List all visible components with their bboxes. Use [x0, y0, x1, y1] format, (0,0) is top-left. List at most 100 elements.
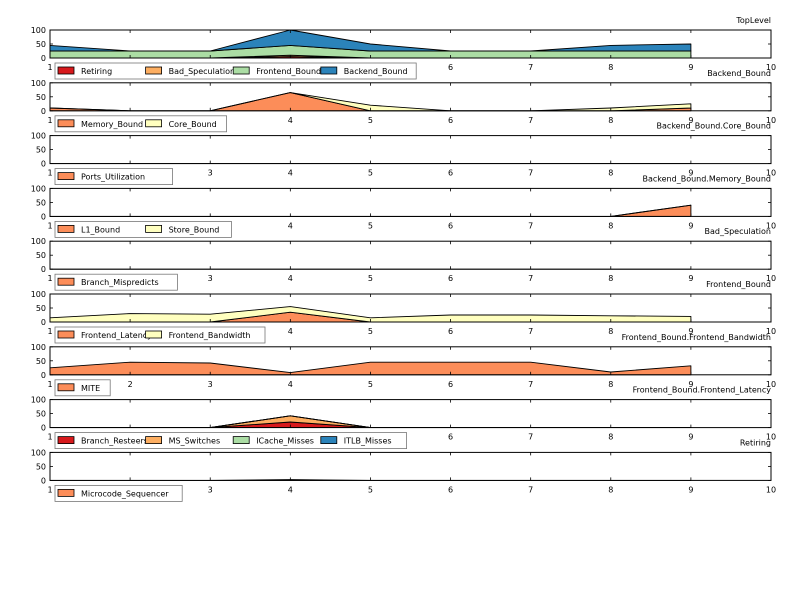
legend-swatch-bad-speculation: [145, 66, 163, 75]
x-tick-label: 10: [766, 169, 776, 178]
y-tick-label: 50: [36, 357, 46, 366]
y-tick-label: 100: [31, 343, 46, 352]
x-tick-label: 6: [448, 433, 453, 442]
x-tick-label: 2: [128, 380, 133, 389]
x-tick-label: 1: [47, 63, 52, 72]
x-tick-label: 6: [448, 221, 453, 230]
y-tick-label: 50: [36, 410, 46, 419]
x-tick-label: 5: [368, 169, 373, 178]
legend: L1_Bound Store_Bound: [54, 220, 232, 238]
panel-title: Backend_Bound: [707, 69, 771, 78]
x-tick-label: 9: [688, 433, 693, 442]
panel-bad-speculation: 05010012345678910Bad_SpeculationBranch_M…: [31, 227, 776, 291]
x-tick-label: 8: [608, 63, 613, 72]
panel-frontend-bound-frontend-latency: 05010012345678910Frontend_Bound.Frontend…: [31, 386, 776, 450]
legend-label-ms-switches: MS_Switches: [169, 437, 221, 446]
panel-toplevel: 05010012345678910TopLevelRetiringBad_Spe…: [31, 16, 776, 80]
x-tick-label: 7: [528, 169, 533, 178]
x-tick-label: 4: [288, 169, 293, 178]
axes-frame: [49, 451, 772, 481]
legend-box: [54, 432, 408, 450]
y-tick-label: 0: [41, 424, 46, 433]
x-tick-label: 3: [208, 485, 213, 494]
legend: Branch_Resteers MS_Switches ICache_Misses I…: [54, 432, 408, 450]
legend: MITE: [54, 379, 111, 397]
panel-title: Backend_Bound.Memory_Bound: [643, 174, 772, 183]
legend-swatch-backend-bound: [320, 66, 338, 75]
y-tick-label: 100: [31, 448, 46, 457]
y-tick-label: 100: [31, 237, 46, 246]
legend-box: [54, 220, 232, 238]
legend-box: [54, 115, 228, 133]
panel-title: Frontend_Bound.Frontend_Latency: [633, 386, 772, 395]
x-tick-label: 5: [368, 274, 373, 283]
x-tick-label: 10: [766, 485, 776, 494]
legend-swatch-icache-misses: [232, 436, 250, 445]
x-tick-label: 9: [688, 274, 693, 283]
x-tick-label: 9: [688, 116, 693, 125]
area-backend-bound: [49, 29, 692, 52]
panel-title: Bad_Speculation: [705, 227, 771, 236]
x-tick-label: 7: [528, 274, 533, 283]
y-tick-label: 50: [36, 304, 46, 313]
panel-frontend-bound: 05010012345678910Frontend_BoundFrontend_…: [31, 280, 776, 344]
y-tick-label: 50: [36, 462, 46, 471]
y-tick-label: 50: [36, 198, 46, 207]
y-tick-label: 100: [31, 132, 46, 141]
x-tick-label: 5: [368, 327, 373, 336]
axes-frame: [49, 135, 772, 165]
y-tick-label: 100: [31, 290, 46, 299]
legend-swatch-memory-bound: [57, 119, 75, 128]
x-tick-label: 9: [688, 63, 693, 72]
legend-label-mite: MITE: [81, 384, 100, 393]
x-tick-label: 1: [47, 485, 52, 494]
legend-label-itlb-misses: ITLB_Misses: [344, 437, 392, 446]
legend-box: [54, 273, 178, 291]
legend-label-frontend-bandwidth: Frontend_Bandwidth: [169, 331, 251, 340]
x-tick-label: 5: [368, 116, 373, 125]
y-tick-label: 50: [36, 251, 46, 260]
x-tick-label: 4: [288, 221, 293, 230]
panel-retiring: 05010012345678910RetiringMicrocode_Seque…: [31, 438, 776, 502]
x-tick-label: 7: [528, 116, 533, 125]
x-tick-label: 1: [47, 116, 52, 125]
x-tick-label: 6: [448, 327, 453, 336]
legend-swatch-itlb-misses: [320, 436, 338, 445]
x-tick-label: 6: [448, 116, 453, 125]
y-tick-label: 0: [41, 476, 46, 485]
legend-swatch-ms-switches: [145, 436, 163, 445]
y-tick-label: 100: [31, 396, 46, 405]
legend: Ports_Utilization: [54, 168, 173, 186]
x-tick-label: 1: [47, 221, 52, 230]
x-tick-label: 5: [368, 221, 373, 230]
legend-swatch-branch-resteers: [57, 436, 75, 445]
legend-label-branch-resteers: Branch_Resteers: [81, 437, 148, 446]
y-tick-label: 0: [41, 160, 46, 169]
x-tick-label: 1: [47, 380, 52, 389]
x-tick-label: 6: [448, 274, 453, 283]
x-tick-label: 7: [528, 63, 533, 72]
x-tick-label: 8: [608, 380, 613, 389]
x-tick-label: 4: [288, 380, 293, 389]
y-tick-label: 50: [36, 146, 46, 155]
x-tick-label: 10: [766, 116, 776, 125]
x-tick-label: 1: [47, 327, 52, 336]
axes-frame: [49, 240, 772, 270]
legend-label-ports-utilization: Ports_Utilization: [81, 173, 145, 182]
panel-title: TopLevel: [735, 16, 771, 25]
legend-label-microcode-sequencer: Microcode_Sequencer: [81, 489, 169, 498]
legend-swatch-frontend-bound: [232, 66, 250, 75]
x-tick-label: 8: [608, 221, 613, 230]
x-tick-label: 8: [608, 485, 613, 494]
panel-backend-bound: 05010012345678910Backend_BoundMemory_Bou…: [31, 69, 776, 133]
x-tick-label: 9: [688, 485, 693, 494]
x-tick-label: 9: [688, 221, 693, 230]
x-tick-label: 7: [528, 221, 533, 230]
y-tick-label: 0: [41, 318, 46, 327]
legend-label-core-bound: Core_Bound: [169, 120, 217, 129]
x-tick-label: 3: [208, 380, 213, 389]
x-tick-label: 4: [288, 485, 293, 494]
x-tick-label: 8: [608, 433, 613, 442]
x-tick-label: 1: [47, 169, 52, 178]
panel-title: Retiring: [740, 438, 771, 447]
